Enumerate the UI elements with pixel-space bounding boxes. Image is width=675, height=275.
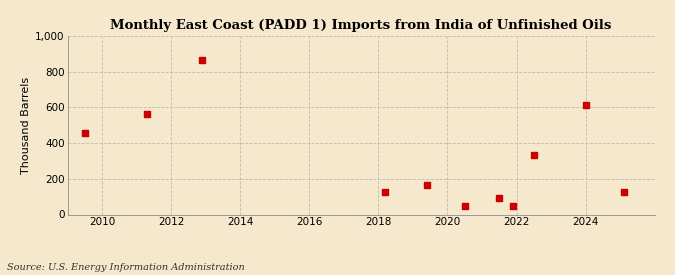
Point (460, 204, 470, 208)
Point (80, 131, 90, 135)
Point (508, 204, 518, 208)
Text: Source: U.S. Energy Information Administration: Source: U.S. Energy Information Administ… (7, 263, 244, 272)
Point (142, 112, 153, 117)
Point (380, 190, 391, 194)
Title: Monthly East Coast (PADD 1) Imports from India of Unfinished Oils: Monthly East Coast (PADD 1) Imports from… (111, 19, 612, 32)
Point (197, 58, 208, 62)
Point (529, 152, 539, 157)
Point (618, 190, 629, 194)
Point (494, 195, 505, 200)
Point (421, 183, 432, 187)
Point (580, 103, 591, 108)
Y-axis label: Thousand Barrels: Thousand Barrels (21, 76, 31, 174)
